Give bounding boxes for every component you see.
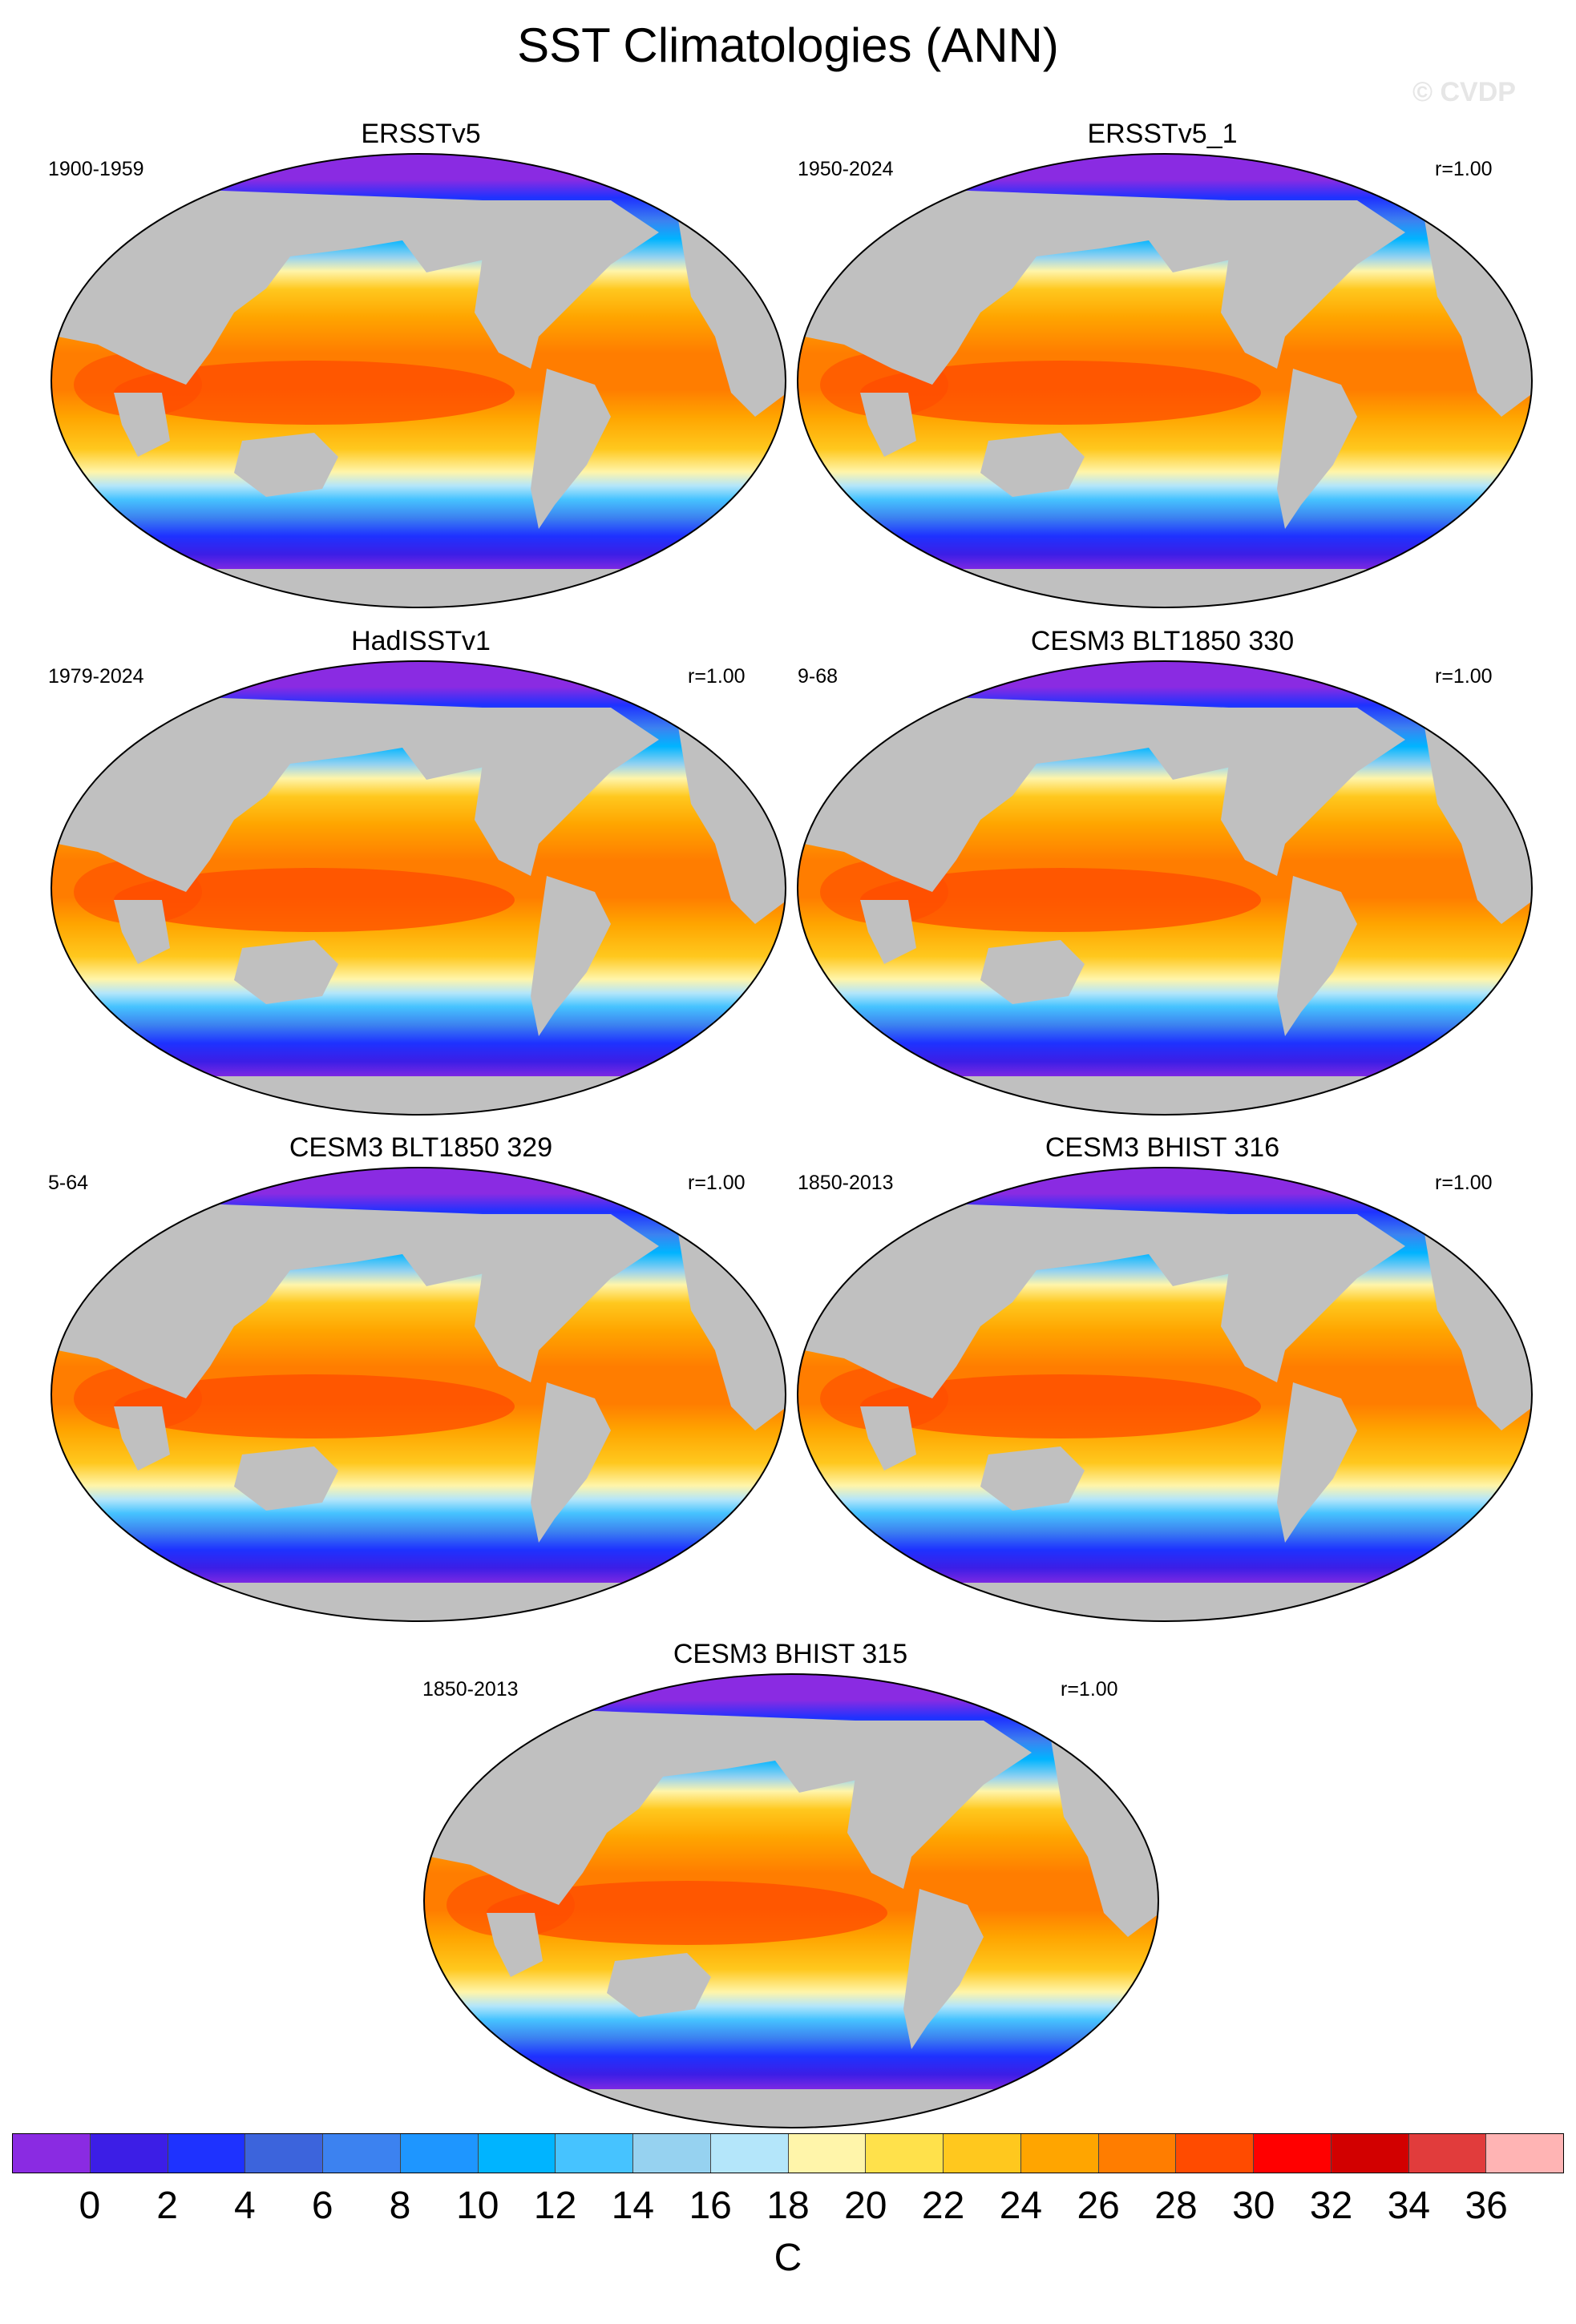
panel-period: 1900-1959 (48, 158, 144, 180)
colorbar-tick-label: 20 (844, 2185, 887, 2227)
sst-map (422, 1672, 1160, 2129)
watermark: © CVDP (1412, 77, 1516, 107)
panel-correlation: r=1.00 (1061, 1678, 1118, 1701)
panel-title: ERSSTv5_1 (1087, 119, 1238, 149)
colorbar-unit: C (774, 2237, 802, 2279)
panel-correlation: r=1.00 (1435, 665, 1493, 688)
panel-period: 5-64 (48, 1172, 89, 1194)
colorbar-swatch (245, 2134, 323, 2173)
colorbar-tick-label: 8 (389, 2185, 411, 2227)
colorbar-tick-label: 4 (234, 2185, 256, 2227)
sst-map (796, 1166, 1534, 1623)
colorbar-swatch (1176, 2134, 1254, 2173)
panel-title: ERSSTv5 (361, 119, 481, 149)
colorbar-swatch (1098, 2134, 1177, 2173)
colorbar-tick-label: 28 (1154, 2185, 1198, 2227)
sst-map (796, 152, 1534, 609)
colorbar-swatch (13, 2134, 91, 2173)
colorbar-tick-label: 24 (999, 2185, 1043, 2227)
colorbar-swatch (400, 2134, 479, 2173)
colorbar-swatch (478, 2134, 556, 2173)
panel-period: 1950-2024 (798, 158, 894, 180)
panel-period: 1850-2013 (798, 1172, 894, 1194)
panel-correlation: r=1.00 (688, 1172, 746, 1194)
colorbar-swatch (633, 2134, 711, 2173)
colorbar (12, 2133, 1564, 2173)
panel-title: CESM3 BHIST 315 (673, 1639, 908, 1669)
colorbar-tick-label: 14 (611, 2185, 655, 2227)
panel-title: CESM3 BLT1850 329 (289, 1132, 553, 1163)
colorbar-tick-label: 10 (456, 2185, 499, 2227)
colorbar-tick-label: 22 (921, 2185, 965, 2227)
colorbar-swatch (168, 2134, 246, 2173)
colorbar-tick-label: 18 (766, 2185, 810, 2227)
colorbar-tick-label: 12 (533, 2185, 577, 2227)
colorbar-swatch (710, 2134, 789, 2173)
colorbar-tick-label: 34 (1387, 2185, 1431, 2227)
colorbar-swatch (1020, 2134, 1099, 2173)
figure-title: SST Climatologies (ANN) (517, 18, 1059, 72)
panel-period: 1979-2024 (48, 665, 144, 688)
panel-correlation: r=1.00 (688, 665, 746, 688)
colorbar-swatch (788, 2134, 867, 2173)
colorbar-tick-label: 30 (1232, 2185, 1275, 2227)
colorbar-swatch (323, 2134, 401, 2173)
sst-map (50, 152, 787, 609)
colorbar-tick-label: 36 (1465, 2185, 1508, 2227)
colorbar-swatch (1331, 2134, 1409, 2173)
colorbar-swatch (866, 2134, 944, 2173)
panel-correlation: r=1.00 (1435, 158, 1493, 180)
sst-map (796, 660, 1534, 1116)
colorbar-tick-label: 0 (79, 2185, 101, 2227)
colorbar-tick-label: 6 (311, 2185, 333, 2227)
colorbar-tick-label: 26 (1077, 2185, 1120, 2227)
colorbar-swatch (944, 2134, 1021, 2173)
sst-map (50, 1166, 787, 1623)
colorbar-tick-label: 16 (689, 2185, 732, 2227)
colorbar-swatch (90, 2134, 168, 2173)
panel-title: HadISSTv1 (351, 626, 491, 656)
colorbar-swatch (556, 2134, 633, 2173)
colorbar-tick-label: 2 (156, 2185, 178, 2227)
colorbar-swatch (1486, 2134, 1563, 2173)
panel-title: CESM3 BLT1850 330 (1030, 626, 1295, 656)
panel-title: CESM3 BHIST 316 (1045, 1132, 1280, 1163)
panel-correlation: r=1.00 (1435, 1172, 1493, 1194)
colorbar-tick-label: 32 (1309, 2185, 1353, 2227)
panel-period: 9-68 (798, 665, 839, 688)
panel-period: 1850-2013 (422, 1678, 519, 1701)
sst-map (50, 660, 787, 1116)
colorbar-swatch (1254, 2134, 1332, 2173)
colorbar-swatch (1408, 2134, 1487, 2173)
